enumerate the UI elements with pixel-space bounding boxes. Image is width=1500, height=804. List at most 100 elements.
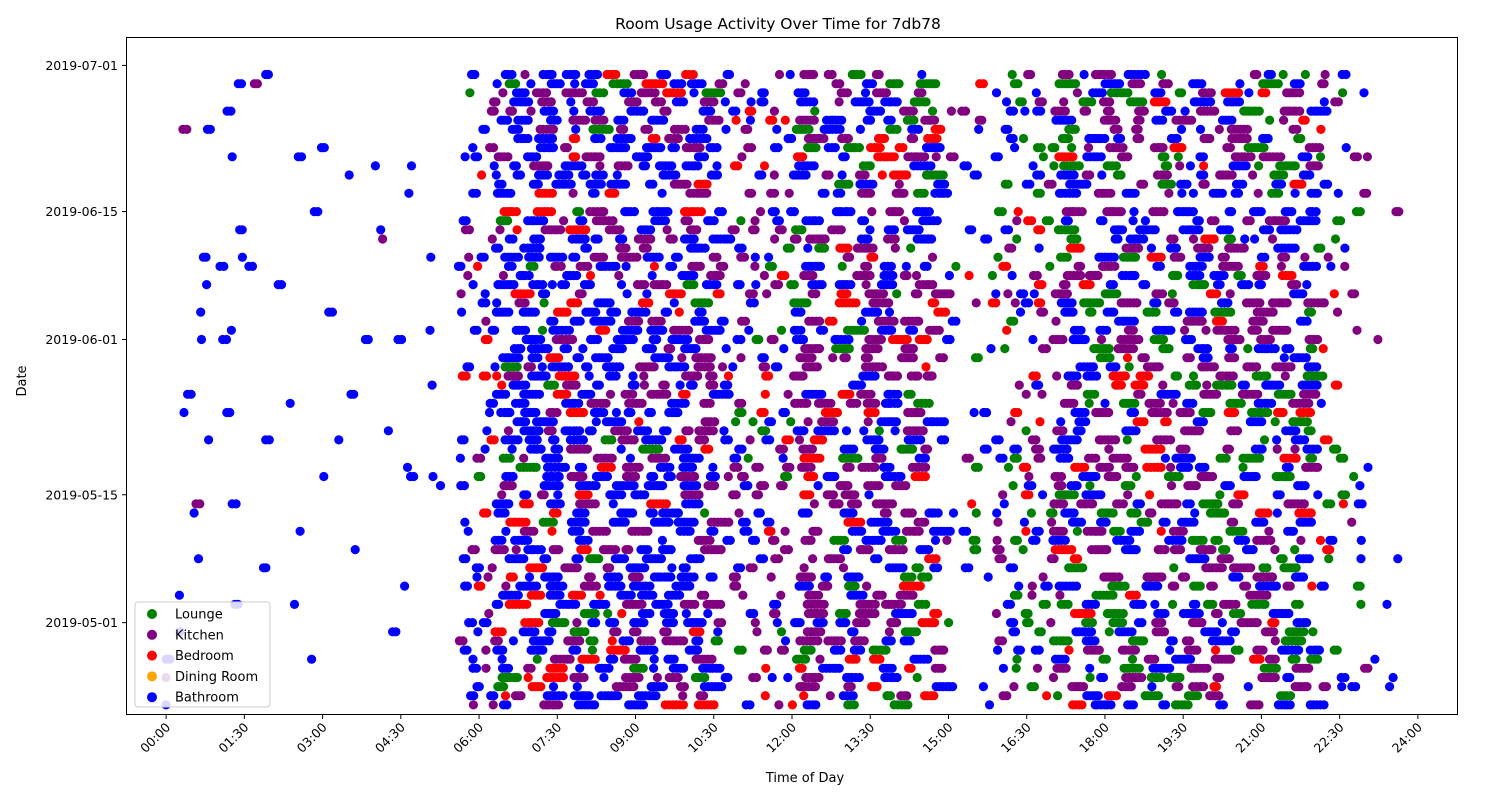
data-point <box>778 444 789 454</box>
data-point <box>1209 362 1219 372</box>
data-point <box>1052 371 1062 381</box>
data-point <box>1009 618 1019 628</box>
data-point <box>554 700 564 710</box>
data-point <box>577 462 588 472</box>
data-point <box>1393 554 1403 564</box>
data-point <box>767 672 777 683</box>
data-point <box>1320 69 1330 80</box>
data-point <box>204 435 214 445</box>
data-point <box>731 417 741 427</box>
data-point <box>1246 152 1256 162</box>
data-point <box>472 572 482 582</box>
data-point <box>889 152 899 162</box>
data-point <box>1174 682 1184 692</box>
data-point <box>458 636 468 646</box>
data-point <box>806 535 816 546</box>
data-point <box>634 572 644 582</box>
data-point <box>1304 663 1314 673</box>
data-point <box>1021 389 1031 399</box>
data-point <box>649 261 660 271</box>
data-point <box>848 691 858 701</box>
data-point <box>490 362 500 372</box>
data-point <box>973 353 983 363</box>
data-point <box>1217 316 1227 326</box>
data-point <box>690 599 700 610</box>
data-point <box>785 462 795 472</box>
data-point <box>765 435 775 445</box>
data-point <box>459 481 469 491</box>
data-point <box>1094 645 1104 655</box>
data-point <box>784 188 794 198</box>
data-point <box>594 554 604 564</box>
data-point <box>1116 207 1126 217</box>
data-point <box>1243 344 1253 354</box>
data-point <box>732 453 742 463</box>
data-point <box>1161 97 1171 107</box>
data-point <box>578 407 589 418</box>
data-point <box>1278 407 1288 418</box>
data-point <box>908 344 918 354</box>
data-point <box>1206 88 1216 98</box>
data-point <box>1130 252 1141 262</box>
data-point <box>936 124 946 134</box>
data-point <box>874 481 884 491</box>
data-point <box>534 426 544 436</box>
data-point <box>522 490 532 500</box>
data-point <box>887 499 898 509</box>
data-point <box>992 508 1002 518</box>
data-point <box>796 325 806 335</box>
data-point <box>456 289 466 299</box>
data-point <box>1258 645 1268 655</box>
data-point <box>642 243 652 253</box>
data-point <box>531 581 542 591</box>
data-point <box>539 298 549 308</box>
data-point <box>766 417 777 427</box>
data-point <box>1266 535 1276 546</box>
data-point <box>664 353 674 363</box>
data-point <box>1108 590 1118 600</box>
data-point <box>812 362 823 372</box>
data-point <box>750 225 760 235</box>
data-point <box>1162 170 1172 180</box>
data-point <box>867 207 877 217</box>
data-point <box>685 526 695 536</box>
data-point <box>869 252 879 262</box>
data-point <box>750 618 760 628</box>
data-point <box>1057 481 1067 491</box>
data-point <box>465 88 475 98</box>
data-point <box>1085 663 1095 673</box>
data-point <box>734 508 744 518</box>
data-point <box>524 499 534 509</box>
data-point <box>708 462 718 472</box>
data-point <box>835 554 846 564</box>
data-point <box>1257 444 1267 454</box>
data-point <box>870 608 880 619</box>
data-point <box>400 581 410 591</box>
data-point <box>797 663 807 673</box>
data-point <box>813 636 823 646</box>
data-point <box>1197 316 1207 326</box>
data-point <box>1313 334 1323 345</box>
data-point <box>1227 344 1237 354</box>
data-point <box>1067 545 1077 555</box>
data-point <box>481 371 492 381</box>
data-point <box>1070 225 1080 235</box>
data-point <box>656 97 667 107</box>
data-point <box>841 353 851 363</box>
data-point <box>841 426 852 436</box>
data-point <box>841 618 851 628</box>
data-point <box>745 700 755 710</box>
data-point <box>973 462 983 472</box>
data-point <box>816 627 826 637</box>
data-point <box>709 380 719 390</box>
data-point <box>1351 682 1361 692</box>
data-point <box>886 636 896 646</box>
data-point <box>1262 590 1272 600</box>
data-point <box>723 435 734 445</box>
data-point <box>481 645 491 655</box>
data-point <box>508 572 518 582</box>
data-point <box>1300 252 1310 262</box>
data-point <box>559 216 569 226</box>
data-point <box>723 672 733 683</box>
data-point <box>754 462 764 472</box>
